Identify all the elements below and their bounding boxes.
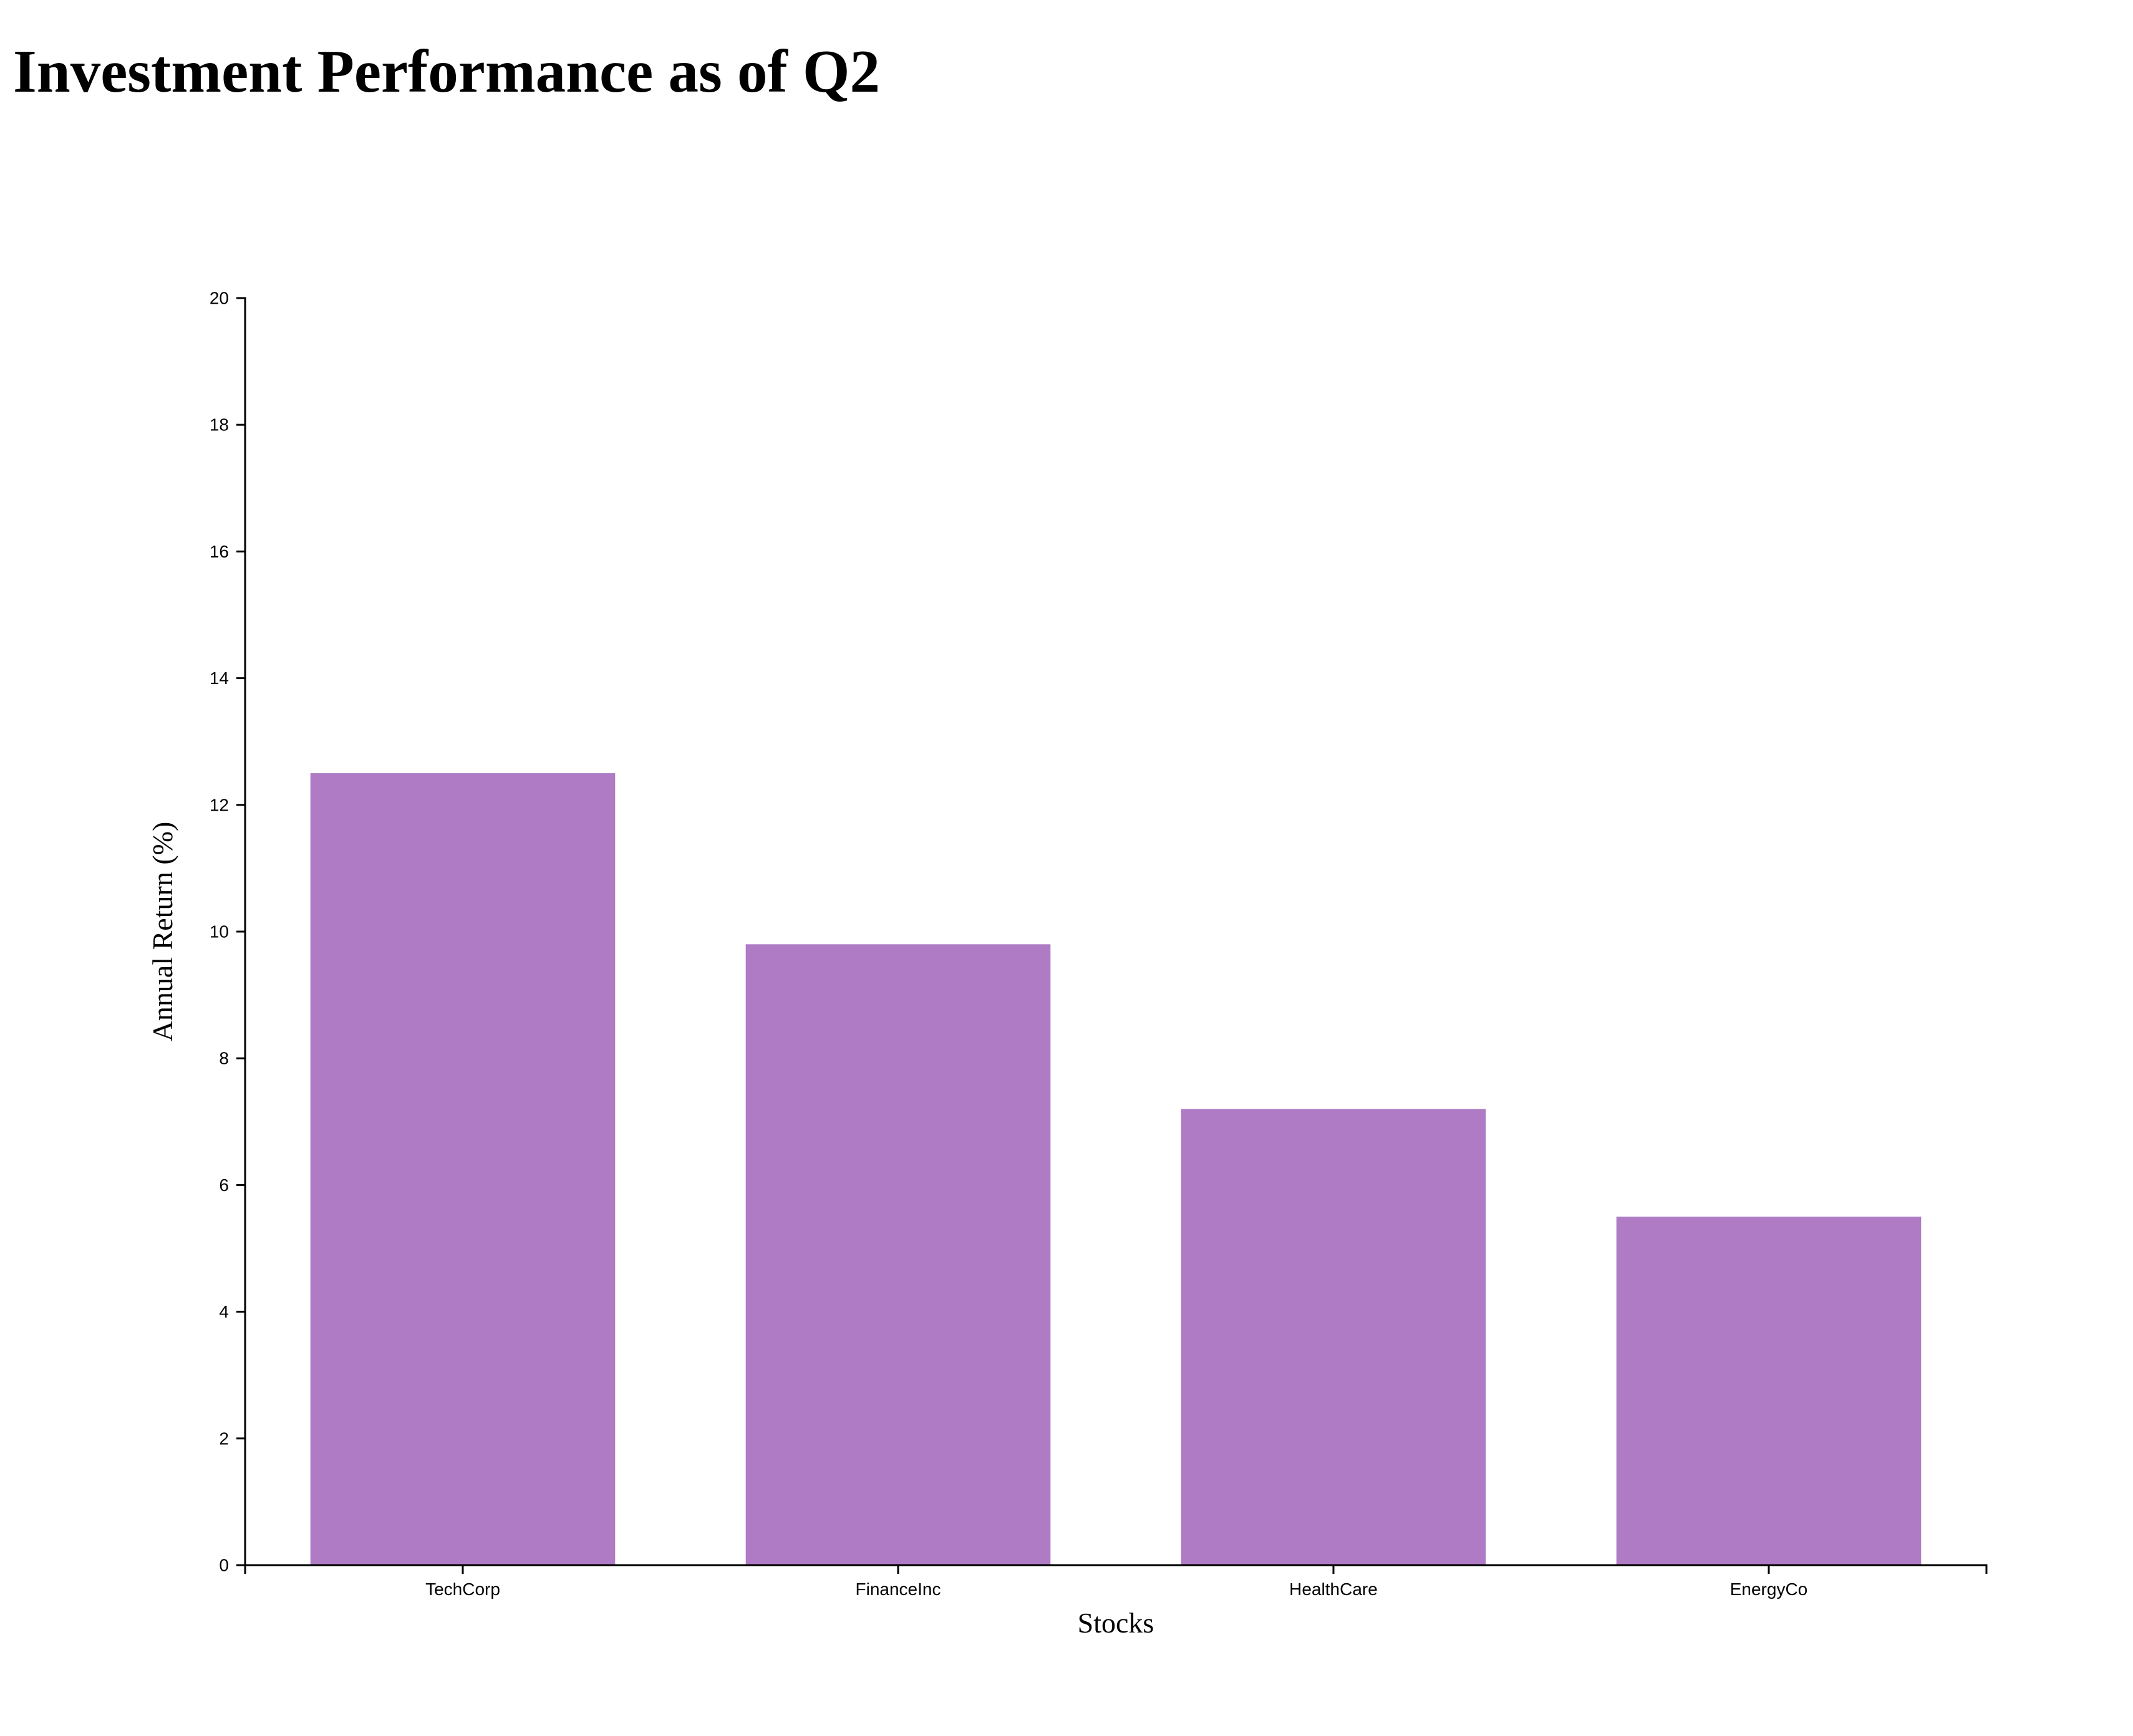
bar-financeinc — [745, 944, 1051, 1565]
y-tick-label: 2 — [219, 1429, 229, 1448]
x-axis: TechCorp FinanceInc HealthCare EnergyCo — [244, 1564, 1988, 1599]
y-axis-title: Annual Return (%) — [147, 822, 178, 1042]
bars-group — [310, 773, 1922, 1565]
y-tick-label: 18 — [210, 415, 229, 435]
x-tick-label-financeinc: FinanceInc — [856, 1579, 941, 1599]
x-axis-title: Stocks — [1078, 1607, 1154, 1639]
page-title: Investment Performance as of Q2 — [13, 38, 880, 105]
y-tick-label: 12 — [210, 795, 229, 814]
y-tick-label: 10 — [210, 922, 229, 942]
y-tick-label: 6 — [219, 1175, 229, 1195]
y-tick-label: 16 — [210, 542, 229, 561]
x-axis-line — [244, 1564, 1988, 1574]
y-tick-label: 14 — [210, 668, 229, 688]
x-tick-label-healthcare: HealthCare — [1289, 1579, 1378, 1599]
y-axis: 0 2 4 6 8 10 12 14 16 18 20 — [210, 289, 246, 1575]
x-tick-label-techcorp: TechCorp — [425, 1579, 500, 1599]
bar-healthcare — [1181, 1109, 1486, 1565]
y-tick-label: 4 — [219, 1302, 229, 1321]
y-tick-label: 20 — [210, 289, 229, 308]
bar-techcorp — [310, 773, 616, 1565]
bar-energyco — [1616, 1217, 1922, 1565]
y-tick-label: 0 — [219, 1556, 229, 1575]
x-tick-label-energyco: EnergyCo — [1730, 1579, 1808, 1599]
y-tick-label: 8 — [219, 1049, 229, 1068]
